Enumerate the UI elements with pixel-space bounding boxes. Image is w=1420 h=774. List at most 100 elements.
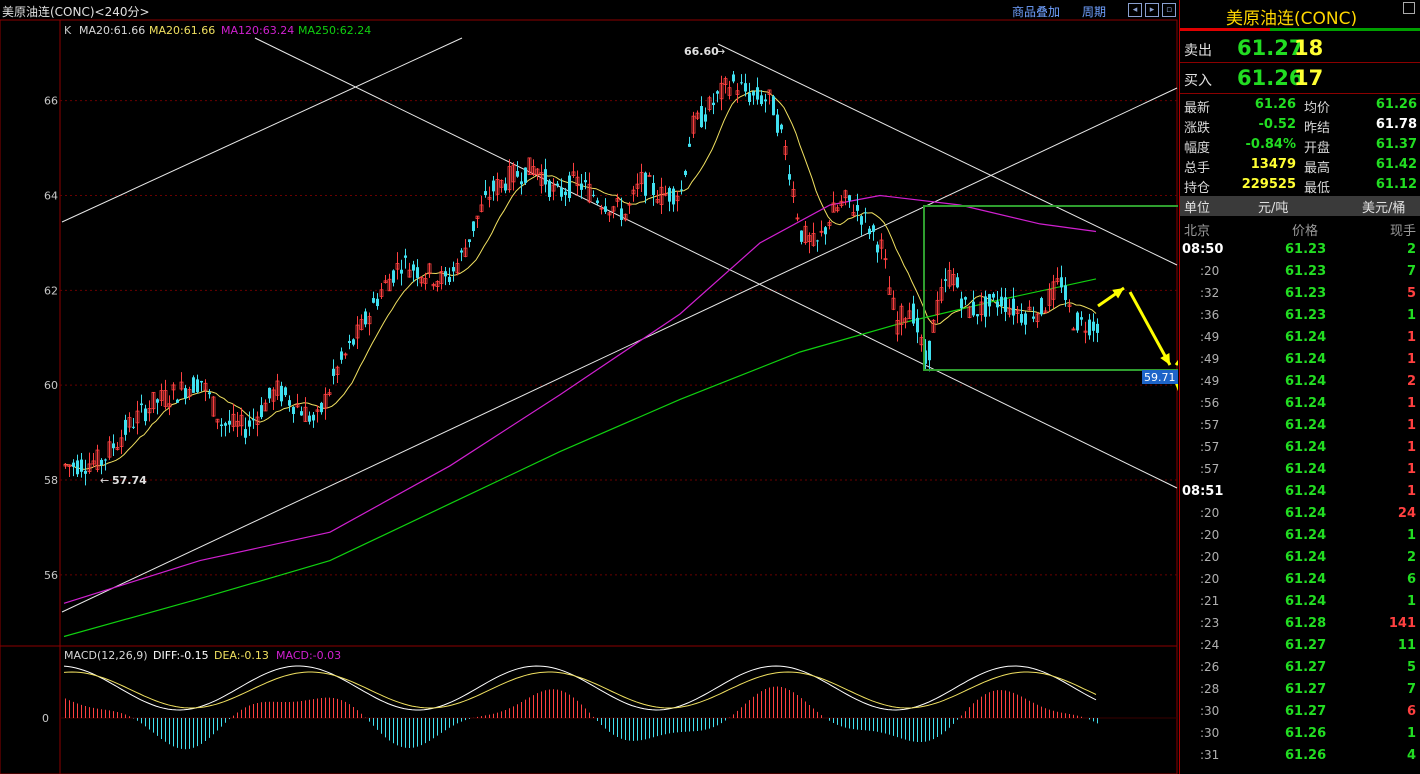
- stat-v2: 61.12: [1375, 177, 1417, 192]
- tick-price: 61.24: [1285, 440, 1327, 455]
- candle-body: [124, 419, 127, 435]
- bid-price: 61.26: [1237, 66, 1304, 90]
- candle-body: [596, 200, 599, 204]
- candle-body: [1007, 307, 1012, 315]
- expand-icon[interactable]: ▫: [1162, 3, 1176, 17]
- arrow-head: [1112, 288, 1124, 299]
- tick-row[interactable]: :26 61.27 5: [1180, 656, 1420, 678]
- tick-time: :49: [1200, 352, 1220, 366]
- candle-body: [280, 385, 283, 402]
- tick-row[interactable]: :20 61.24 2: [1180, 546, 1420, 568]
- tick-time: :23: [1200, 616, 1220, 630]
- right-arrow-icon[interactable]: ▸: [1145, 3, 1159, 17]
- candle-body: [364, 311, 367, 325]
- candle-body: [575, 176, 580, 187]
- tick-row[interactable]: :56 61.24 1: [1180, 392, 1420, 414]
- candle-body: [80, 459, 83, 472]
- candle-body: [872, 225, 875, 232]
- trend-line: [254, 37, 1178, 489]
- candle-body: [848, 195, 851, 201]
- candle-body: [159, 390, 164, 401]
- left-arrow-icon[interactable]: ◂: [1128, 3, 1142, 17]
- candle-body: [944, 279, 947, 281]
- candle-body: [196, 379, 199, 393]
- candle-body: [756, 87, 759, 100]
- tick-price: 61.27: [1285, 638, 1327, 653]
- tick-row[interactable]: :57 61.24 1: [1180, 458, 1420, 480]
- tick-volume: 5: [1406, 660, 1416, 675]
- candle-body: [448, 276, 451, 282]
- tick-row[interactable]: :31 61.26 4: [1180, 744, 1420, 766]
- candle-body: [472, 221, 475, 232]
- tick-row[interactable]: 08:50 61.23 2: [1180, 238, 1420, 260]
- candle-body: [327, 392, 332, 395]
- candle-body: [1040, 298, 1043, 315]
- candle-body: [716, 91, 719, 94]
- tick-row[interactable]: :24 61.27 11: [1180, 634, 1420, 656]
- tick-volume: 4: [1406, 748, 1416, 763]
- candle-body: [84, 470, 87, 474]
- candle-body: [587, 183, 592, 203]
- candle-body: [996, 301, 999, 308]
- tick-row[interactable]: :36 61.23 1: [1180, 304, 1420, 326]
- unit-cny[interactable]: 元/吨: [1258, 201, 1289, 216]
- annotation-arrow: [1128, 291, 1172, 366]
- overlay-commodity-link[interactable]: 商品叠加: [1012, 5, 1061, 19]
- tick-row[interactable]: :20 61.23 7: [1180, 260, 1420, 282]
- tick-row[interactable]: :49 61.24 2: [1180, 370, 1420, 392]
- candle-body: [639, 171, 644, 185]
- divider: [1180, 62, 1420, 63]
- candle-body: [231, 413, 236, 427]
- tick-row[interactable]: :23 61.28 141: [1180, 612, 1420, 634]
- candle-body: [851, 212, 856, 216]
- candle-body: [611, 206, 616, 212]
- candle-body: [239, 414, 244, 427]
- candle-body: [652, 183, 655, 196]
- unit-label: 单位: [1184, 201, 1211, 216]
- candle-body: [976, 314, 979, 317]
- tick-row[interactable]: :32 61.23 5: [1180, 282, 1420, 304]
- candle-body: [903, 318, 908, 323]
- ask-volume: 18: [1294, 36, 1324, 60]
- tick-table[interactable]: 08:50 61.23 2:20 61.23 7:32 61.23 5:36 61.23 1:4…: [1180, 238, 1420, 766]
- tick-row[interactable]: :49 61.24 1: [1180, 348, 1420, 370]
- period-link[interactable]: 周期: [1082, 5, 1107, 19]
- candle-body: [807, 235, 812, 242]
- tick-volume: 141: [1388, 616, 1416, 631]
- candle-body: [348, 341, 351, 343]
- macd-diff-legend: DIFF:-0.15: [153, 649, 209, 662]
- consolidation-box: [923, 205, 1178, 371]
- candle-body: [631, 189, 636, 195]
- panel-toggle-icon[interactable]: [1403, 2, 1415, 14]
- macd-value-legend: MACD:-0.03: [276, 649, 341, 662]
- candle-body: [939, 287, 944, 301]
- tick-row[interactable]: :28 61.27 7: [1180, 678, 1420, 700]
- tick-row[interactable]: :20 61.24 1: [1180, 524, 1420, 546]
- candle-body: [580, 183, 583, 190]
- candle-body: [584, 180, 587, 183]
- tick-price: 61.24: [1285, 352, 1327, 367]
- stat-v2: 61.42: [1375, 157, 1417, 172]
- tick-row[interactable]: 08:51 61.24 1: [1180, 480, 1420, 502]
- tick-row[interactable]: :30 61.27 6: [1180, 700, 1420, 722]
- tick-row[interactable]: :21 61.24 1: [1180, 590, 1420, 612]
- tick-row[interactable]: :20 61.24 24: [1180, 502, 1420, 524]
- ma120-line: [63, 194, 1097, 604]
- tick-row[interactable]: :49 61.24 1: [1180, 326, 1420, 348]
- candle-body: [539, 172, 544, 186]
- tick-row[interactable]: :30 61.26 1: [1180, 722, 1420, 744]
- candle-body: [332, 368, 335, 376]
- tick-volume: 1: [1406, 418, 1416, 433]
- candle-body: [252, 418, 255, 421]
- candle-body: [1092, 321, 1095, 331]
- unit-usd[interactable]: 美元/桶: [1362, 201, 1406, 216]
- tick-time: :24: [1200, 638, 1220, 652]
- tick-row[interactable]: :57 61.24 1: [1180, 436, 1420, 458]
- tick-volume: 1: [1406, 594, 1416, 609]
- candlestick-chart[interactable]: 56 58 60 62 64 66 K MA20:61.66 MA20:61.66 MA1…: [0, 0, 1178, 774]
- tick-row[interactable]: :57 61.24 1: [1180, 414, 1420, 436]
- candle-body: [992, 293, 995, 298]
- candle-body: [292, 406, 295, 415]
- price-tag-label: 59.71: [1144, 371, 1176, 384]
- tick-row[interactable]: :20 61.24 6: [1180, 568, 1420, 590]
